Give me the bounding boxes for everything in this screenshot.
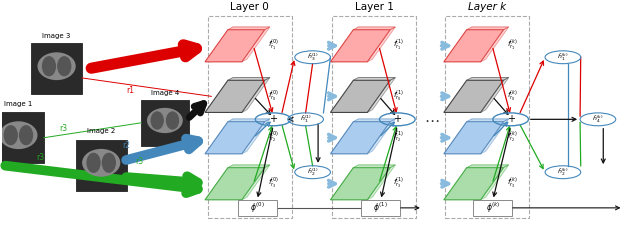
- Polygon shape: [444, 122, 504, 154]
- Polygon shape: [367, 27, 396, 62]
- Ellipse shape: [82, 149, 120, 177]
- Text: $f_{r_0}^{(1)}$: $f_{r_0}^{(1)}$: [394, 89, 405, 104]
- Polygon shape: [242, 119, 270, 154]
- Polygon shape: [205, 122, 265, 154]
- Polygon shape: [205, 80, 265, 112]
- Text: $\hat{h}_3^{(1)}$: $\hat{h}_3^{(1)}$: [307, 52, 319, 63]
- Text: r3: r3: [36, 153, 45, 162]
- Text: Image 3: Image 3: [42, 33, 71, 39]
- Text: $f_{r_1}^{(k)}$: $f_{r_1}^{(k)}$: [507, 38, 518, 53]
- Polygon shape: [444, 168, 504, 200]
- FancyBboxPatch shape: [0, 112, 44, 163]
- Text: $\hat{h}_1^{(1)}$: $\hat{h}_1^{(1)}$: [300, 114, 312, 125]
- Text: r3: r3: [59, 124, 67, 133]
- Polygon shape: [481, 119, 509, 154]
- Text: $\hat{h}_2^{(k)}$: $\hat{h}_2^{(k)}$: [557, 167, 569, 178]
- Ellipse shape: [19, 125, 33, 145]
- Polygon shape: [353, 119, 396, 122]
- Text: +: +: [507, 114, 515, 124]
- Text: $f_{r_2}^{(1)}$: $f_{r_2}^{(1)}$: [394, 130, 405, 145]
- FancyBboxPatch shape: [141, 100, 189, 146]
- Text: r1: r1: [126, 86, 134, 95]
- Text: $\hat{h}_2^{(1)}$: $\hat{h}_2^{(1)}$: [307, 167, 319, 178]
- Ellipse shape: [102, 153, 116, 173]
- Text: $f_{r_3}^{(1)}$: $f_{r_3}^{(1)}$: [394, 176, 405, 191]
- Polygon shape: [367, 165, 396, 200]
- Polygon shape: [330, 122, 390, 154]
- Polygon shape: [353, 78, 396, 80]
- Text: Layer 1: Layer 1: [355, 2, 394, 12]
- Polygon shape: [467, 78, 509, 80]
- Polygon shape: [481, 165, 509, 200]
- Text: $\cdots$: $\cdots$: [424, 112, 440, 127]
- Polygon shape: [353, 165, 396, 168]
- Ellipse shape: [0, 121, 38, 149]
- Polygon shape: [467, 27, 509, 30]
- FancyBboxPatch shape: [238, 200, 276, 216]
- Text: $\hat{h}_1^{(k)}$: $\hat{h}_1^{(k)}$: [557, 52, 569, 63]
- Ellipse shape: [147, 108, 183, 133]
- Text: $\phi^{(0)}$: $\phi^{(0)}$: [250, 201, 264, 215]
- Ellipse shape: [38, 52, 76, 80]
- Text: $\hat{h}_4^{(k)}$: $\hat{h}_4^{(k)}$: [592, 114, 604, 125]
- Text: r2: r2: [123, 141, 131, 150]
- Text: $f_{r_2}^{(k)}$: $f_{r_2}^{(k)}$: [507, 130, 518, 145]
- Ellipse shape: [86, 153, 100, 173]
- Polygon shape: [228, 165, 270, 168]
- Text: Image 2: Image 2: [87, 128, 115, 134]
- Ellipse shape: [166, 111, 179, 130]
- Text: $\phi^{(k)}$: $\phi^{(k)}$: [486, 201, 500, 215]
- FancyBboxPatch shape: [31, 43, 82, 94]
- Polygon shape: [367, 78, 396, 112]
- Ellipse shape: [150, 111, 164, 130]
- Ellipse shape: [57, 56, 72, 76]
- Polygon shape: [242, 27, 270, 62]
- Text: Layer 0: Layer 0: [230, 2, 269, 12]
- Text: $f_{r_1}^{(0)}$: $f_{r_1}^{(0)}$: [268, 38, 280, 53]
- Polygon shape: [467, 165, 509, 168]
- Polygon shape: [444, 80, 504, 112]
- Text: $f_{r_3}^{(0)}$: $f_{r_3}^{(0)}$: [268, 176, 280, 191]
- Polygon shape: [330, 168, 390, 200]
- FancyBboxPatch shape: [76, 140, 127, 191]
- Polygon shape: [228, 119, 270, 122]
- Polygon shape: [367, 119, 396, 154]
- Polygon shape: [330, 80, 390, 112]
- Text: Layer k: Layer k: [468, 2, 506, 12]
- FancyBboxPatch shape: [362, 200, 400, 216]
- FancyBboxPatch shape: [474, 200, 512, 216]
- Text: r3: r3: [135, 157, 143, 166]
- Polygon shape: [481, 78, 509, 112]
- Polygon shape: [444, 30, 504, 62]
- Polygon shape: [353, 27, 396, 30]
- Text: Image 1: Image 1: [4, 101, 33, 107]
- Text: $f_{r_3}^{(k)}$: $f_{r_3}^{(k)}$: [507, 176, 518, 191]
- Polygon shape: [242, 165, 270, 200]
- Text: $f_{r_0}^{(0)}$: $f_{r_0}^{(0)}$: [268, 89, 280, 104]
- Text: $\phi^{(1)}$: $\phi^{(1)}$: [373, 201, 388, 215]
- Text: +: +: [394, 114, 401, 124]
- Polygon shape: [205, 168, 265, 200]
- Polygon shape: [467, 119, 509, 122]
- Ellipse shape: [4, 125, 18, 145]
- Polygon shape: [330, 30, 390, 62]
- Ellipse shape: [42, 56, 56, 76]
- Text: +: +: [269, 114, 277, 124]
- Polygon shape: [205, 30, 265, 62]
- Text: Image 4: Image 4: [151, 90, 179, 96]
- Polygon shape: [228, 78, 270, 80]
- Polygon shape: [228, 27, 270, 30]
- Text: $f_{r_2}^{(0)}$: $f_{r_2}^{(0)}$: [268, 130, 280, 145]
- Polygon shape: [481, 27, 509, 62]
- Text: $f_{r_0}^{(k)}$: $f_{r_0}^{(k)}$: [507, 89, 518, 104]
- Polygon shape: [242, 78, 270, 112]
- Text: $f_{r_1}^{(1)}$: $f_{r_1}^{(1)}$: [394, 38, 405, 53]
